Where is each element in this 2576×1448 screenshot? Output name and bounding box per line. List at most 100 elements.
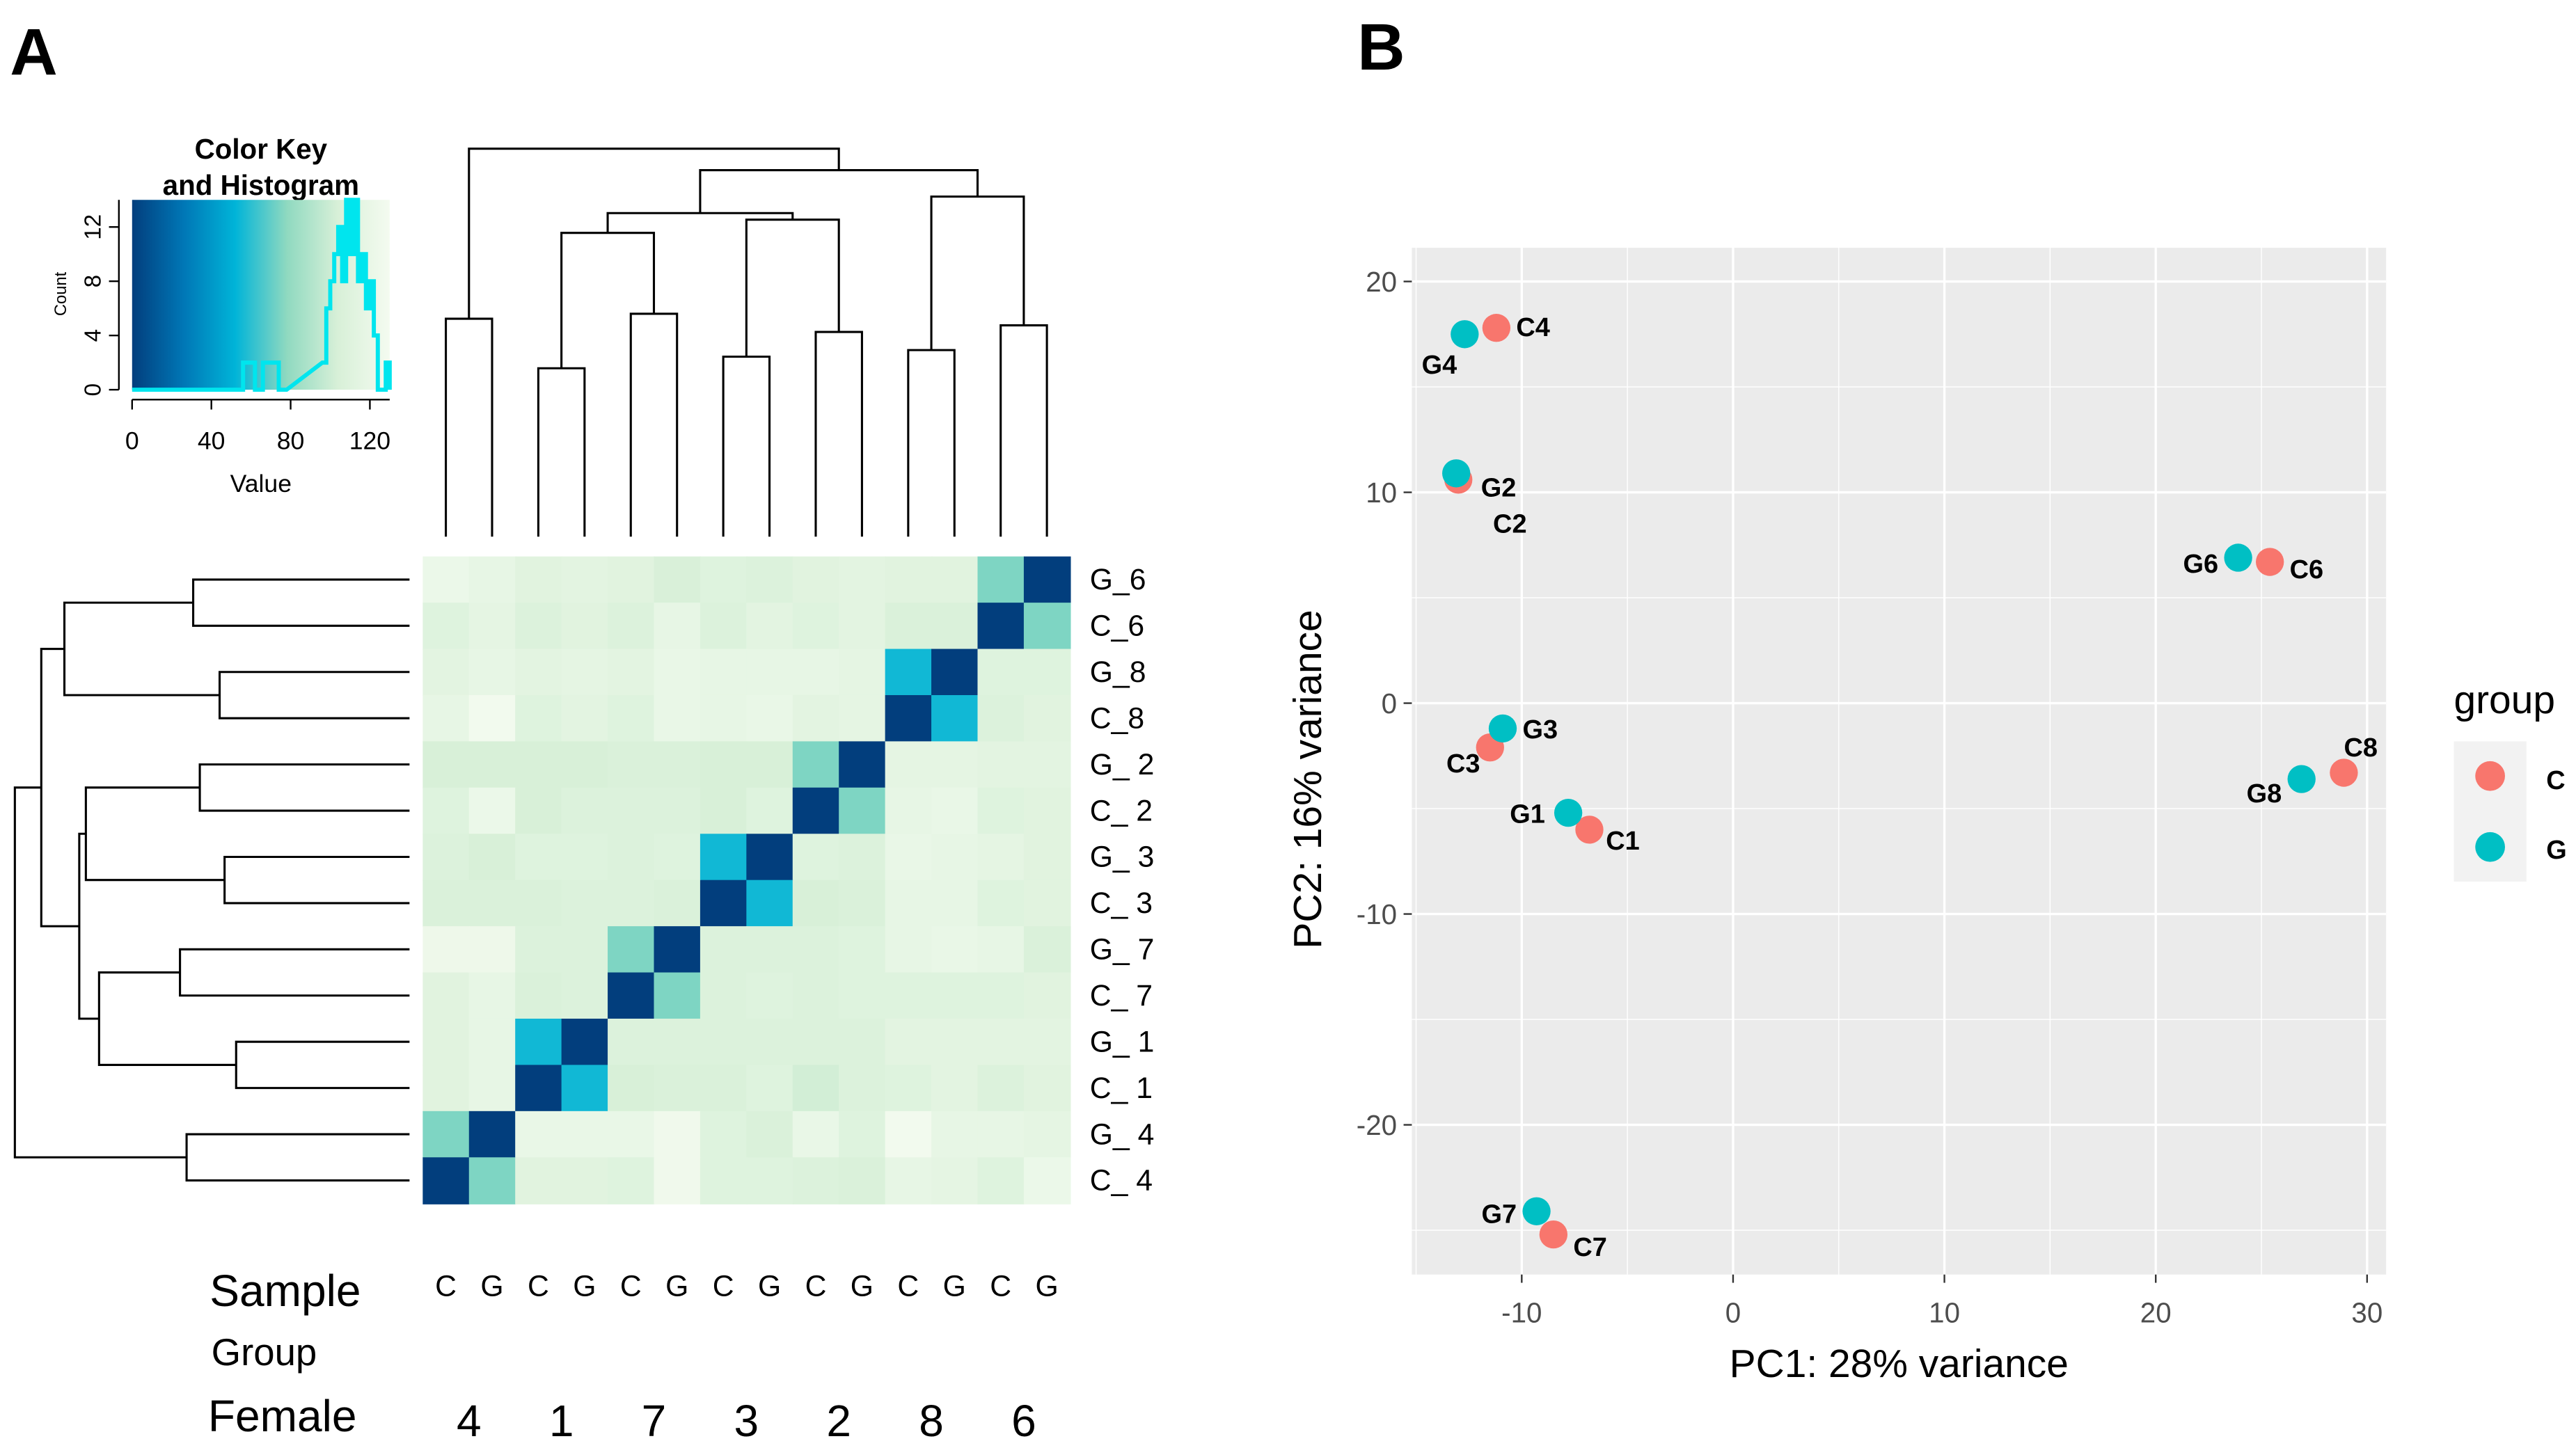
heatmap-cell [608,1157,655,1204]
heatmap-cell [515,1018,562,1066]
point-label: G7 [1481,1200,1517,1229]
heatmap-cell [561,556,609,604]
y-tick-label: -20 [1357,1109,1397,1141]
heatmap-cell [885,834,933,881]
y-tick-label: -10 [1357,898,1397,930]
heatmap-cell [422,880,470,928]
heatmap-cell [654,972,702,1020]
column-sample-label: C [435,1270,457,1303]
legend-title: group [2453,678,2555,722]
legend-key-g [2475,832,2505,862]
heatmap-cell [700,603,748,650]
heatmap-cell [654,1157,702,1204]
heatmap-cell [792,603,840,650]
point-c6 [2256,548,2284,576]
heatmap-cell [468,972,516,1020]
heatmap-cell [977,926,1025,973]
histogram-line [132,198,392,392]
heatmap-cell [468,1157,516,1204]
heatmap-cell [839,649,886,697]
heatmap-cell [746,834,793,881]
heatmap-cell [422,649,470,697]
color-key-xlabel: Value [230,470,292,498]
heatmap-cell [931,834,979,881]
point-label: C2 [1493,509,1527,539]
heatmap-cell [839,1111,886,1159]
heatmap-cell [746,1157,793,1204]
heatmap-cell [561,787,609,835]
heatmap-cell [700,556,748,604]
panel-b-label: B [1357,10,1405,84]
column-sample-label: G [573,1270,596,1303]
heatmap-cell [654,926,702,973]
heatmap-cell [515,972,562,1020]
heatmap-cell [700,1018,748,1066]
heatmap-cell [839,880,886,928]
heatmap-cell [700,694,748,742]
heatmap-cell [977,556,1025,604]
heatmap-cell [1023,1111,1071,1159]
heatmap-cell [746,556,793,604]
heatmap-cell [1023,926,1071,973]
heatmap-cell [977,834,1025,881]
heatmap-cell [700,1111,748,1159]
row-label: C_ 3 [1090,886,1153,920]
heatmap-cell [608,787,655,835]
heatmap-cell [792,1111,840,1159]
heatmap-cell [977,1018,1025,1066]
heatmap-cell [700,787,748,835]
y-tick-label: 0 [81,383,106,396]
heatmap-cell [839,1018,886,1066]
heatmap-cell [561,1018,609,1066]
heatmap: G_6 C_6 G_8 C_8 G_ 2 C_ 2 G_ 3 C_ 3 G_ 7 C_ 7 G_ 1… [422,556,1155,1204]
heatmap-cell [792,694,840,742]
legend: group C G [2453,678,2567,882]
heatmap-cell [515,1111,562,1159]
heatmap-cell [1023,1065,1071,1113]
point-label: C6 [2290,555,2324,584]
heatmap-cell [422,694,470,742]
female-id: 2 [826,1396,851,1446]
heatmap-cell [468,1018,516,1066]
heatmap-cell [1023,834,1071,881]
column-sample-label: C [528,1270,549,1303]
heatmap-cell [422,741,470,789]
heatmap-cell [700,1157,748,1204]
heatmap-cell [561,972,609,1020]
y-tick-label: 10 [1366,477,1397,509]
x-tick-label: 30 [2351,1297,2383,1329]
x-tick-label: 0 [1725,1297,1741,1329]
panel-a-label: A [10,15,58,89]
column-sample-label: G [1036,1270,1059,1303]
row-label: G_ 2 [1090,748,1155,781]
heatmap-cell [977,1065,1025,1113]
row-label: G_8 [1090,655,1146,689]
point-c4 [1482,314,1511,342]
heatmap-cell [608,603,655,650]
heatmap-cell [1023,741,1071,789]
heatmap-cell [977,1157,1025,1204]
heatmap-cell [977,880,1025,928]
heatmap-cell [422,1111,470,1159]
legend-label-c: C [2546,766,2565,795]
heatmap-cell [561,834,609,881]
point-label: C7 [1573,1233,1607,1262]
heatmap-cell [468,926,516,973]
heatmap-cell [608,1018,655,1066]
heatmap-cell [561,1065,609,1113]
heatmap-cell [468,694,516,742]
row-label: G_ 1 [1090,1025,1155,1058]
heatmap-cell [561,603,609,650]
heatmap-cell [746,1018,793,1066]
point-g2 [1442,459,1471,488]
heatmap-cell [885,1018,933,1066]
female-label: Female [208,1391,357,1441]
heatmap-cell [931,1065,979,1113]
heatmap-cell [885,1157,933,1204]
x-tick-label: 10 [1929,1297,1960,1329]
heatmap-cell [931,1018,979,1066]
color-key-ylabel: Count [52,271,70,316]
column-sample-label: G [943,1270,966,1303]
heatmap-cell [608,694,655,742]
